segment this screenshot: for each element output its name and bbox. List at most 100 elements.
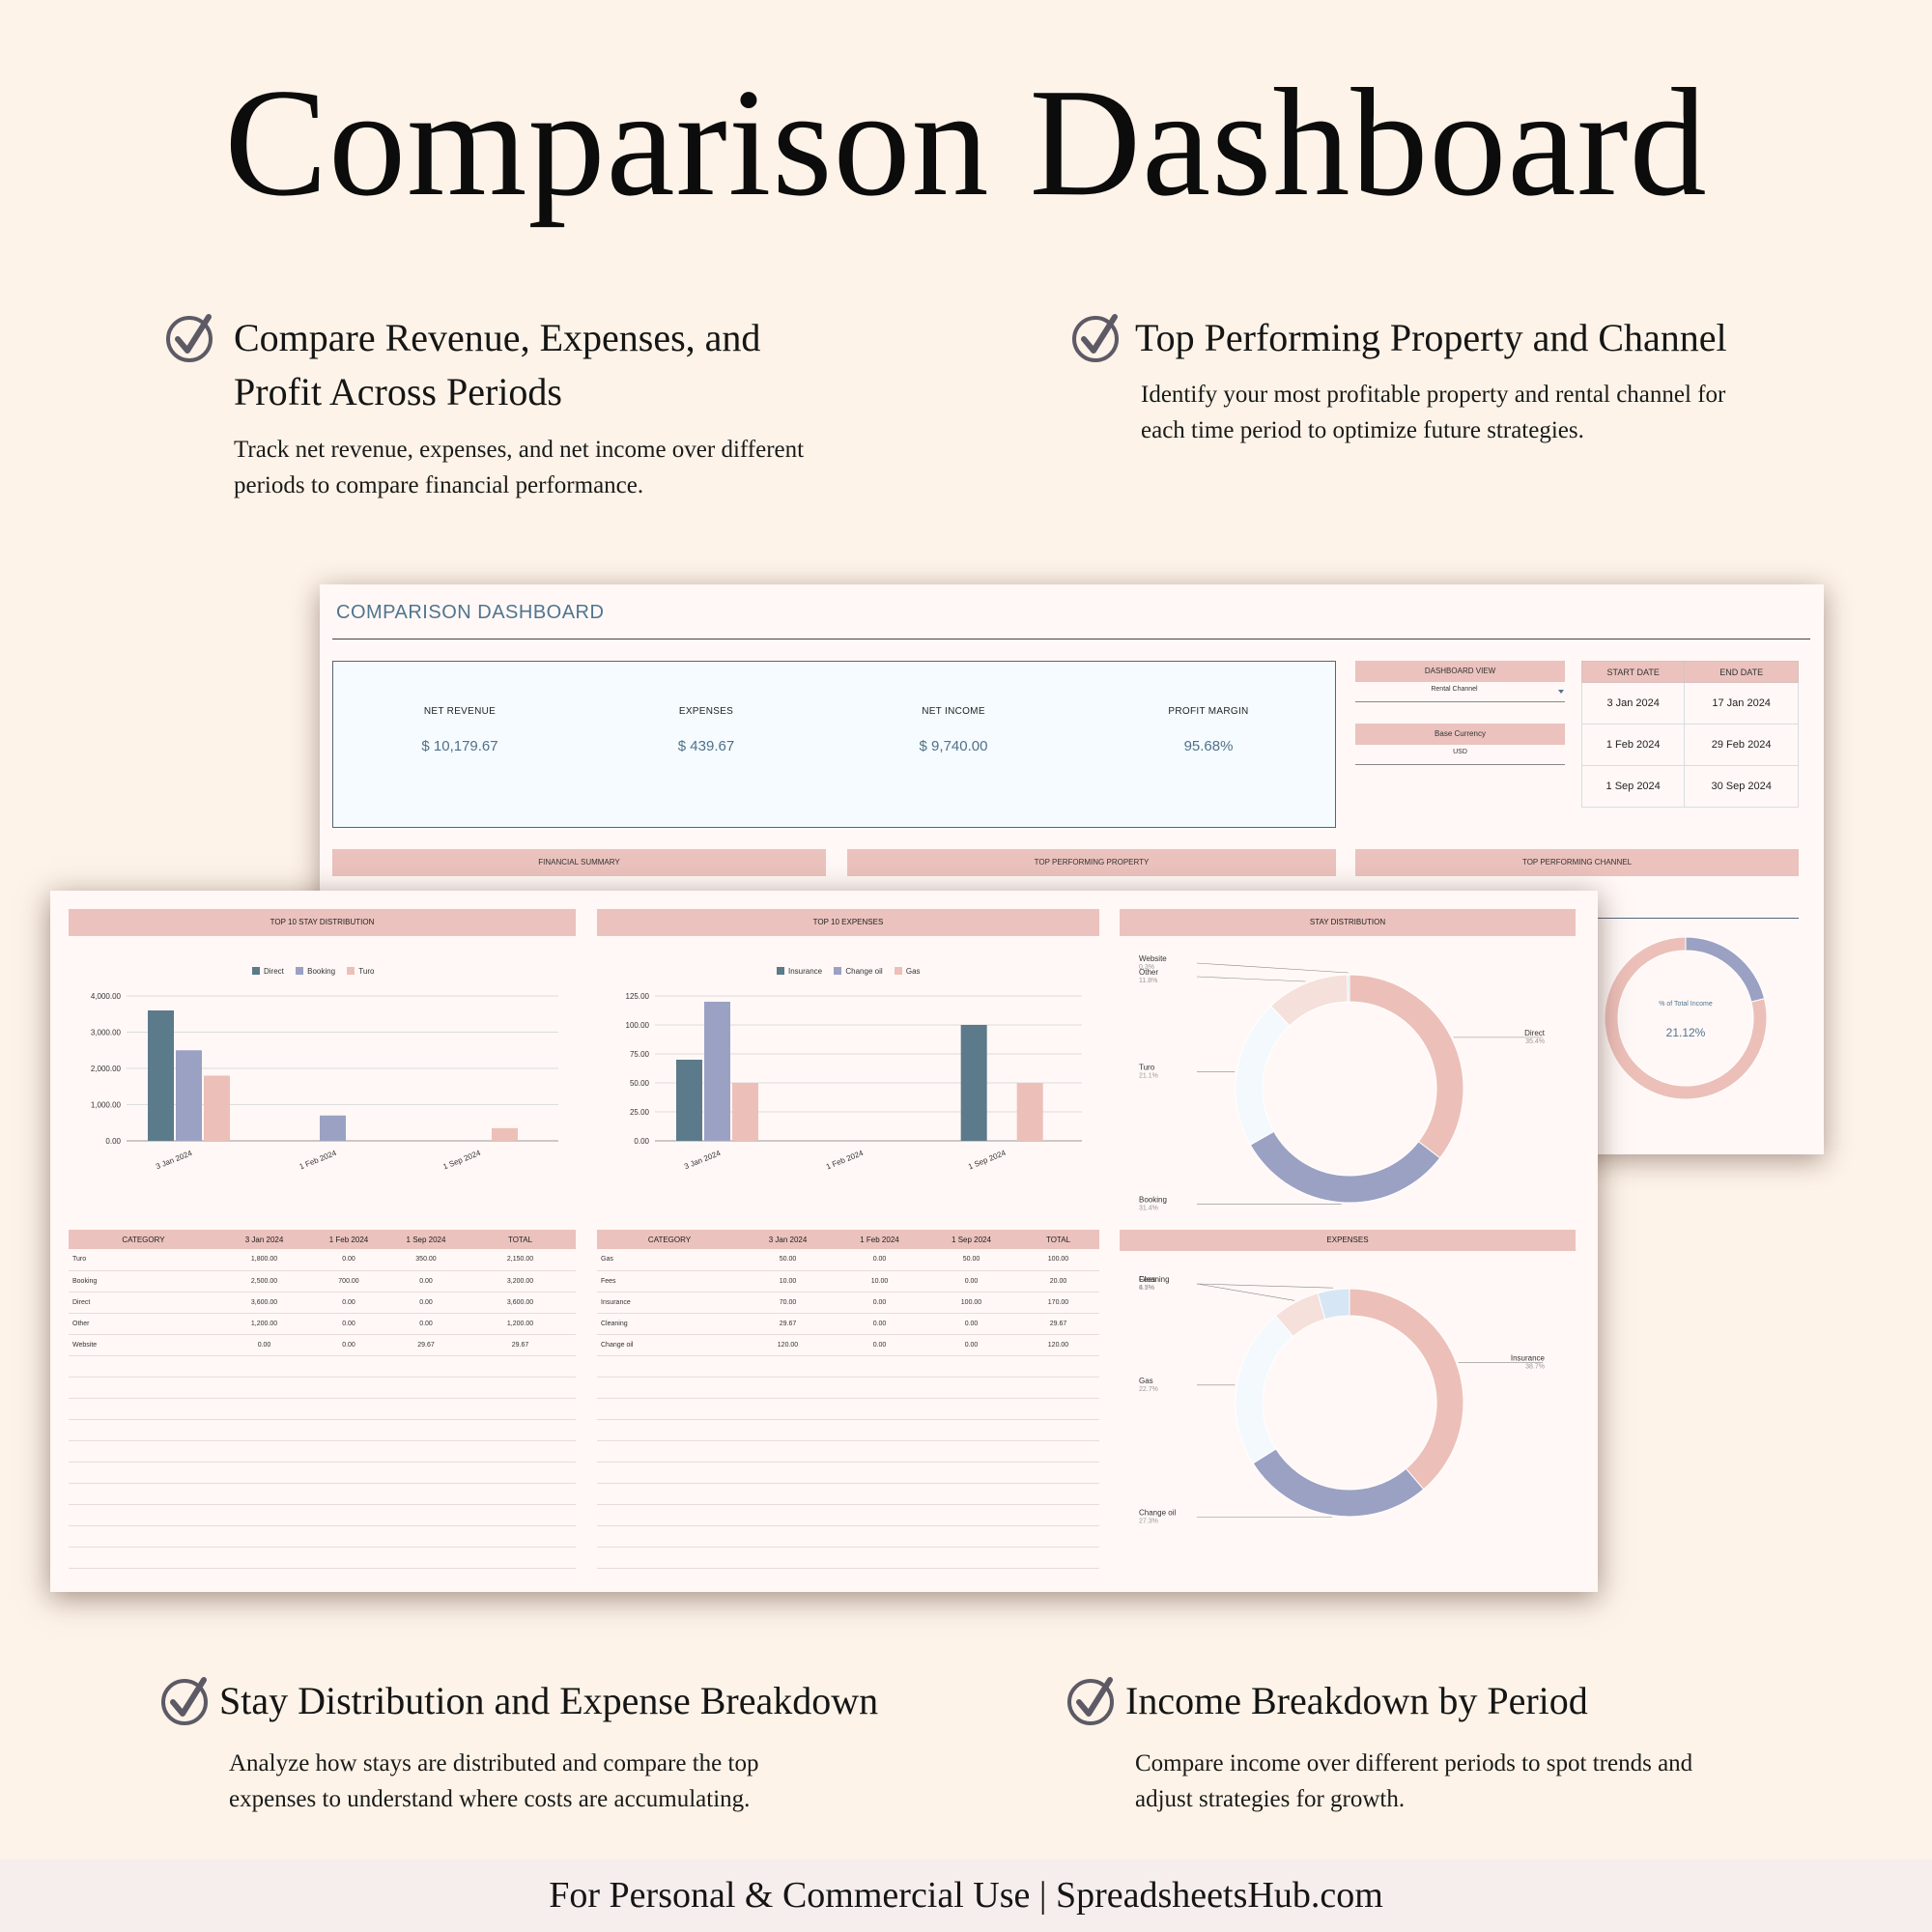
- section-top-channel: TOP PERFORMING CHANNEL: [1355, 849, 1799, 876]
- empty-row: [597, 1483, 1099, 1505]
- section-financial-summary: FINANCIAL SUMMARY: [332, 849, 826, 876]
- empty-row: [69, 1398, 576, 1420]
- cell-value: 0.00: [387, 1292, 465, 1314]
- bar-booking: [320, 1115, 346, 1141]
- feature-income-breakdown: Income Breakdown by Period Compare incom…: [1065, 1674, 1858, 1819]
- table-row: Change oil 120.00 0.00 0.00 120.00: [597, 1334, 1099, 1356]
- empty-row: [69, 1440, 576, 1463]
- col-header-period-2: 1 Feb 2024: [834, 1230, 925, 1249]
- check-circle-icon: [1072, 314, 1119, 362]
- table-row: Insurance 70.00 0.00 100.00 170.00: [597, 1292, 1099, 1314]
- cell-value: 0.00: [310, 1292, 387, 1314]
- table-row: Booking 2,500.00 700.00 0.00 3,200.00: [69, 1270, 576, 1293]
- table-row: Direct 3,600.00 0.00 0.00 3,600.00: [69, 1292, 576, 1314]
- cell-category: Gas: [597, 1249, 742, 1271]
- cell-value: 10.00: [834, 1270, 925, 1293]
- section-top-expenses: TOP 10 EXPENSES: [597, 909, 1099, 936]
- x-tick-label: 3 Jan 2024: [683, 1149, 723, 1171]
- legend-swatch: [252, 967, 260, 975]
- feature-desc: Identify your most profitable property a…: [1141, 382, 1726, 408]
- cell-value: 0.00: [218, 1334, 310, 1356]
- cell-value: 0.00: [925, 1270, 1017, 1293]
- slice-pct: 21.1%: [1139, 1072, 1158, 1079]
- feature-desc: Compare income over different periods to…: [1135, 1750, 1693, 1776]
- cell-value: 29.67: [742, 1313, 834, 1335]
- check-circle-icon: [166, 314, 213, 362]
- feature-title: Top Performing Property and Channel: [1135, 316, 1727, 359]
- section-top-stay-distribution: TOP 10 STAY DISTRIBUTION: [69, 909, 576, 936]
- footer: For Personal & Commercial Use | Spreadsh…: [0, 1860, 1932, 1932]
- channel-donut-value: 21.12%: [1665, 1026, 1706, 1039]
- slice-pct: 11.8%: [1139, 978, 1157, 984]
- chart-legend: Insurance Change oil Gas: [767, 967, 921, 976]
- bar-insurance: [676, 1060, 702, 1141]
- col-header-period-3: 1 Sep 2024: [925, 1230, 1017, 1249]
- cell-value: 10.00: [742, 1270, 834, 1293]
- kpi-label: EXPENSES: [678, 706, 734, 717]
- legend-swatch: [347, 967, 355, 975]
- start-date-header: START DATE: [1580, 661, 1686, 683]
- expenses-bar-chart: 125.00 100.00 75.00 50.00 25.00 0.00 3 Jan 202…: [626, 992, 1082, 1172]
- empty-row: [597, 1504, 1099, 1526]
- col-header-period-2: 1 Feb 2024: [310, 1230, 387, 1249]
- x-tick-label: 1 Feb 2024: [825, 1149, 865, 1172]
- x-tick-label: 1 Feb 2024: [298, 1149, 338, 1172]
- end-date-header: END DATE: [1684, 661, 1799, 683]
- legend-swatch: [296, 967, 304, 975]
- empty-row: [69, 1504, 576, 1526]
- donut-slice-other: [1269, 974, 1349, 1027]
- slice-pct: 6.7%: [1139, 1285, 1154, 1292]
- cell-value: 350.00: [387, 1249, 465, 1271]
- end-date-cell[interactable]: 30 Sep 2024: [1684, 765, 1799, 808]
- cell-value: 0.00: [834, 1249, 925, 1271]
- cell-value: 0.00: [834, 1334, 925, 1356]
- table-row: Gas 50.00 0.00 50.00 100.00: [597, 1249, 1099, 1271]
- feature-compare: Compare Revenue, Expenses, and Profit Ac…: [164, 311, 898, 504]
- kpi-value: $ 9,740.00: [919, 738, 988, 754]
- kpi-summary-box: NET REVENUE $ 10,179.67 EXPENSES $ 439.6…: [332, 661, 1336, 828]
- feature-stay-distribution: Stay Distribution and Expense Breakdown …: [159, 1674, 952, 1819]
- cell-value: 0.00: [310, 1313, 387, 1335]
- kpi-value: $ 439.67: [677, 738, 735, 754]
- donut-slice-gas: [1235, 1315, 1294, 1464]
- cell-value: 2,500.00: [218, 1270, 310, 1293]
- cell-category: Turo: [69, 1249, 218, 1271]
- end-date-cell[interactable]: 29 Feb 2024: [1684, 724, 1799, 766]
- start-date-cell[interactable]: 1 Feb 2024: [1580, 724, 1686, 766]
- dashboard-view-select[interactable]: Rental Channel: [1431, 686, 1478, 693]
- table-row: Cleaning 29.67 0.00 0.00 29.67: [597, 1313, 1099, 1335]
- y-tick-label: 50.00: [630, 1079, 650, 1088]
- end-date-cell[interactable]: 17 Jan 2024: [1684, 682, 1799, 724]
- cell-value: 100.00: [925, 1292, 1017, 1314]
- channel-divider: [1595, 918, 1799, 919]
- slice-label: Fees: [1139, 1275, 1156, 1284]
- slice-pct: 0.3%: [1139, 964, 1154, 971]
- cell-total: 2,150.00: [465, 1249, 576, 1271]
- cell-value: 0.00: [310, 1334, 387, 1356]
- col-header-total: TOTAL: [1017, 1230, 1099, 1249]
- dropdown-arrow-icon[interactable]: [1557, 689, 1565, 695]
- cell-category: Change oil: [597, 1334, 742, 1356]
- start-date-cell[interactable]: 3 Jan 2024: [1580, 682, 1686, 724]
- col-header-period-1: 3 Jan 2024: [218, 1230, 310, 1249]
- empty-row: [597, 1547, 1099, 1569]
- cell-value: 29.67: [387, 1334, 465, 1356]
- start-date-cell[interactable]: 1 Sep 2024: [1580, 765, 1686, 808]
- empty-row: [597, 1398, 1099, 1420]
- legend-label: Direct: [264, 967, 284, 976]
- cell-value: 70.00: [742, 1292, 834, 1314]
- feature-title-line2: Profit Across Periods: [234, 370, 562, 413]
- cell-value: 1,200.00: [218, 1313, 310, 1335]
- leader-line: [1196, 1283, 1295, 1301]
- empty-row: [597, 1377, 1099, 1399]
- dashboard-view-label: DASHBOARD VIEW: [1355, 661, 1565, 682]
- stay-distribution-table: CATEGORY 3 Jan 2024 1 Feb 2024 1 Sep 202…: [69, 1230, 576, 1569]
- y-tick-label: 75.00: [630, 1050, 650, 1059]
- legend-label: Insurance: [788, 967, 823, 976]
- base-currency-select[interactable]: USD: [1453, 749, 1467, 755]
- cell-category: Website: [69, 1334, 218, 1356]
- cell-value: 0.00: [834, 1292, 925, 1314]
- cell-total: 170.00: [1017, 1292, 1099, 1314]
- legend-swatch: [894, 967, 902, 975]
